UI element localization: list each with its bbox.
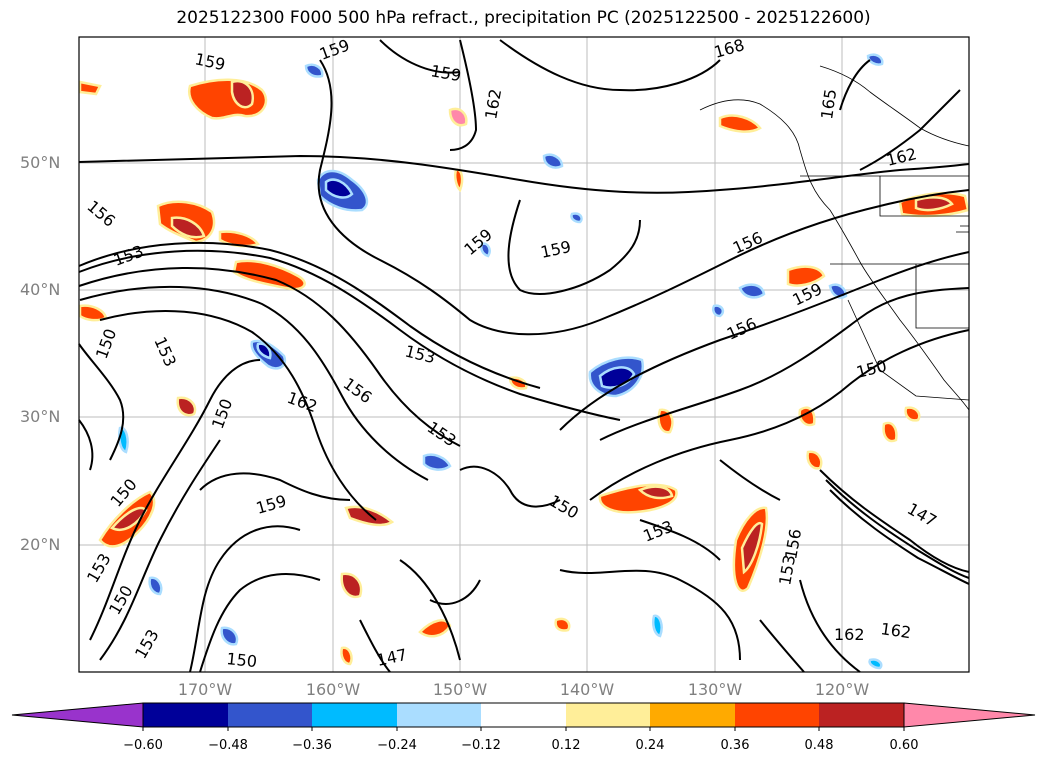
lon-label: 120°W — [814, 680, 870, 699]
contour-label: 162 — [879, 619, 912, 642]
colorbar-bin — [397, 703, 481, 727]
colorbar-tick-label: −0.48 — [208, 738, 248, 753]
lat-label: 20°N — [20, 535, 61, 554]
colorbar — [11, 702, 1036, 731]
map-panel: 159 159 159 162 168 165 162 156 153 159 … — [78, 35, 970, 673]
colorbar-bin — [735, 703, 819, 727]
colorbar-extend-high — [903, 702, 1036, 728]
colorbar-bin — [819, 703, 904, 727]
map-frame — [78, 36, 970, 673]
colorbar-bin — [481, 703, 566, 727]
lon-label: 140°W — [559, 680, 615, 699]
colorbar-bin — [650, 703, 735, 727]
colorbar-tick-label: −0.36 — [292, 738, 332, 753]
lon-label: 170°W — [177, 680, 233, 699]
lon-label: 150°W — [432, 680, 488, 699]
lat-label: 50°N — [20, 153, 61, 172]
colorbar-tick-label: 0.24 — [635, 738, 665, 753]
positive-precip-shading — [78, 78, 970, 666]
colorbar-extend-low — [11, 702, 144, 728]
colorbar-bin — [566, 703, 650, 727]
refractivity-contours — [78, 39, 970, 673]
colorbar-bin — [312, 703, 397, 727]
colorbar-bin — [143, 703, 228, 727]
lon-label: 130°W — [687, 680, 743, 699]
lat-label: 30°N — [20, 407, 61, 426]
colorbar-tick-label: −0.24 — [377, 738, 417, 753]
negative-precip-shading — [118, 53, 884, 670]
lon-label: 160°W — [305, 680, 361, 699]
contour-label: 162 — [834, 625, 865, 644]
colorbar-tick-label: 0.48 — [804, 738, 834, 753]
colorbar-tick-label: −0.60 — [123, 738, 163, 753]
contour-label: 150 — [226, 649, 258, 671]
contour-label: 165 — [817, 88, 840, 121]
graticule — [79, 37, 969, 672]
map-title: 2025122300 F000 500 hPa refract., precip… — [176, 8, 871, 28]
colorbar-tick-label: 0.36 — [720, 738, 750, 753]
coastlines — [699, 65, 970, 411]
colorbar-tick-label: 0.60 — [889, 738, 919, 753]
colorbar-bin — [228, 703, 312, 727]
colorbar-tick-label: −0.12 — [461, 738, 501, 753]
colorbar-tick-label: 0.12 — [551, 738, 581, 753]
lat-label: 40°N — [20, 280, 61, 299]
